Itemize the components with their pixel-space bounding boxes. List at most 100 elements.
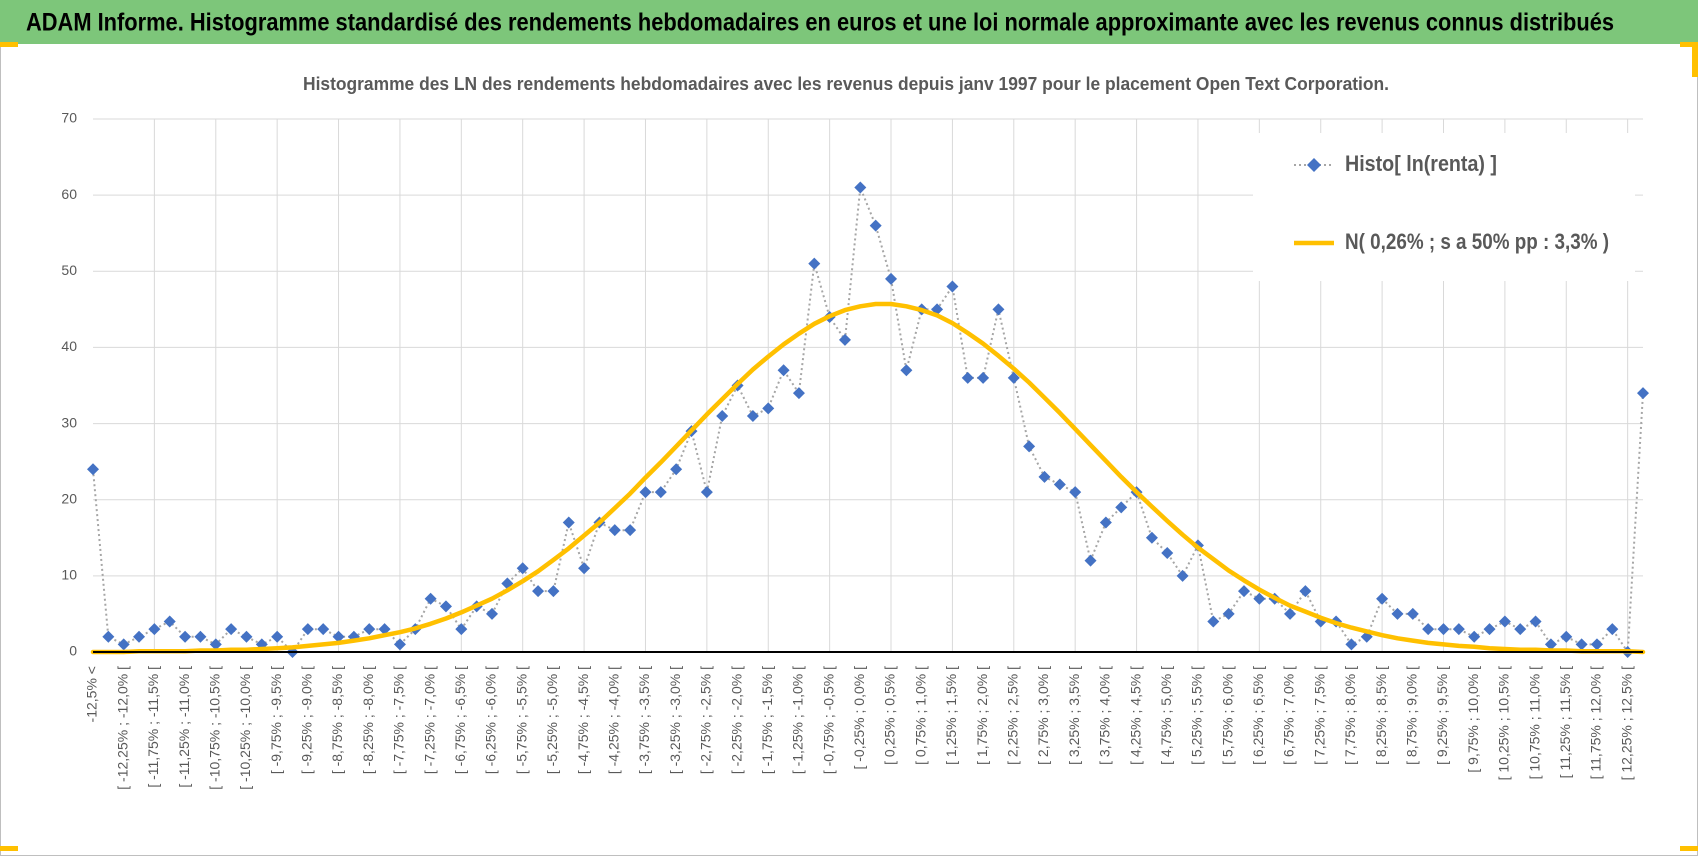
marker (1207, 615, 1220, 628)
marker (1529, 615, 1542, 628)
legend-label: N( 0,26% ; s a 50% pp : 3,3% ) (1345, 229, 1609, 254)
y-tick-label: 20 (61, 490, 77, 506)
marker (271, 630, 284, 643)
marker (547, 585, 560, 598)
marker (148, 623, 161, 636)
series-line (90, 301, 1646, 655)
x-tick-label: [ 8,75% ; 9,0% [ (1404, 666, 1420, 765)
marker (1544, 638, 1557, 651)
x-tick-label: [ -10,75% ; -10,5% [ (206, 666, 222, 790)
marker (1437, 623, 1450, 636)
marker (378, 623, 391, 636)
x-tick-label: [ 8,25% ; 8,5% [ (1373, 666, 1389, 765)
corner (1680, 42, 1698, 47)
marker (1345, 638, 1358, 651)
x-tick-label: [ 10,25% ; 10,5% [ (1496, 666, 1512, 781)
x-tick-label: [ 6,75% ; 7,0% [ (1281, 666, 1297, 765)
marker (608, 524, 621, 537)
marker (838, 333, 851, 346)
header-bar (0, 0, 1698, 44)
x-tick-label: [ -5,75% ; -5,5% [ (513, 666, 529, 774)
marker (1237, 585, 1250, 598)
y-tick-label: 0 (69, 643, 77, 659)
marker (1498, 615, 1511, 628)
x-tick-label: [ 12,25% ; 12,5% [ (1618, 666, 1634, 781)
marker (532, 585, 545, 598)
marker (854, 181, 867, 194)
x-tick-label: [ 9,25% ; 9,5% [ (1434, 666, 1450, 765)
x-tick-label: [ -6,75% ; -6,5% [ (452, 666, 468, 774)
x-tick-label: [ 0,25% ; 0,5% [ (882, 666, 898, 765)
corner (1680, 846, 1698, 851)
marker (439, 600, 452, 613)
marker (562, 516, 575, 529)
marker (1376, 592, 1389, 605)
legend-box (1253, 133, 1635, 281)
marker (1222, 607, 1235, 620)
x-tick-label: [ -4,75% ; -4,5% [ (575, 666, 591, 774)
x-tick-label: [ 9,75% ; 10,0% [ (1465, 666, 1481, 773)
marker (1284, 607, 1297, 620)
marker (1299, 585, 1312, 598)
x-tick-label: [ 5,75% ; 6,0% [ (1219, 666, 1235, 765)
marker (1145, 531, 1158, 544)
x-tick-label: [ 11,75% ; 12,0% [ (1588, 666, 1604, 779)
marker (194, 630, 207, 643)
x-tick-label: [ -7,25% ; -7,0% [ (421, 666, 437, 774)
x-tick-label: [ -11,75% ; -11,5% [ (145, 666, 161, 788)
marker (700, 486, 713, 499)
marker (1053, 478, 1066, 491)
marker (1406, 607, 1419, 620)
x-tick-label: [ -1,25% ; -1,0% [ (790, 666, 806, 774)
x-tick-label: [ 7,75% ; 8,0% [ (1342, 666, 1358, 765)
marker (1590, 638, 1603, 651)
x-tick-label: [ 7,25% ; 7,5% [ (1311, 666, 1327, 765)
marker (1560, 630, 1573, 643)
x-tick-label: [ -0,75% ; -0,5% [ (820, 666, 836, 774)
marker (1391, 607, 1404, 620)
marker (992, 303, 1005, 316)
x-tick-label: [ -10,25% ; -10,0% [ (237, 666, 253, 790)
marker (1023, 440, 1036, 453)
marker (133, 630, 146, 643)
x-tick-label: [ 2,25% ; 2,5% [ (1004, 666, 1020, 765)
x-tick-label: [ -8,25% ; -8,0% [ (360, 666, 376, 774)
y-tick-label: 30 (61, 414, 77, 430)
marker (639, 486, 652, 499)
x-tick-label: [ 3,75% ; 4,0% [ (1097, 666, 1113, 765)
marker (961, 371, 974, 384)
marker (578, 562, 591, 575)
x-tick-label: [ -1,75% ; -1,5% [ (759, 666, 775, 774)
marker (1115, 501, 1128, 514)
marker (1468, 630, 1481, 643)
legend-marker (1307, 158, 1321, 172)
y-tick-label: 50 (61, 262, 77, 278)
marker (317, 623, 330, 636)
marker (363, 623, 376, 636)
marker (225, 623, 238, 636)
marker (1069, 486, 1082, 499)
x-tick-label: [ -9,25% ; -9,0% [ (299, 666, 315, 774)
marker (393, 638, 406, 651)
marker (1161, 547, 1174, 560)
marker (424, 592, 437, 605)
marker (1176, 569, 1189, 582)
x-tick-label: [ -2,75% ; -2,5% [ (698, 666, 714, 774)
x-tick-label: [ 11,25% ; 11,5% [ (1557, 666, 1573, 778)
x-tick-label: [ 4,75% ; 5,0% [ (1158, 666, 1174, 765)
marker (1637, 387, 1649, 400)
marker (670, 463, 683, 476)
marker (654, 486, 667, 499)
marker (1606, 623, 1619, 636)
x-tick-label: [ 5,25% ; 5,5% [ (1189, 666, 1205, 765)
x-tick-label: [ -2,25% ; -2,0% [ (728, 666, 744, 774)
marker (1575, 638, 1588, 651)
x-tick-label: [ 2,75% ; 3,0% [ (1035, 666, 1051, 765)
x-tick-label: [ -9,75% ; -9,5% [ (268, 666, 284, 774)
marker (163, 615, 176, 628)
x-tick-label: [ -5,25% ; -5,0% [ (544, 666, 560, 774)
y-tick-label: 10 (61, 567, 77, 583)
marker (209, 638, 222, 651)
marker (1038, 470, 1051, 483)
